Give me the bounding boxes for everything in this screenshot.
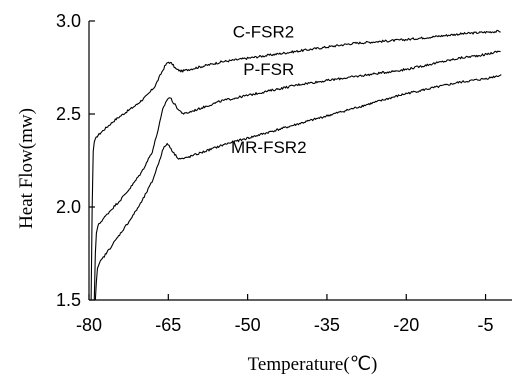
x-axis-title: Temperature(℃) [248, 354, 378, 375]
x-tick-label: -35 [314, 315, 340, 335]
x-tick-label: -65 [155, 315, 181, 335]
series-line-p-fsr [93, 50, 501, 301]
series-line-mr-fsr2 [94, 74, 502, 301]
ticks: 1.5 2.0 2.5 3.0 -80 -65 -50 -35 -20 -5 [56, 11, 494, 335]
series-line-c-fsr2 [90, 29, 501, 301]
y-tick-label: 1.5 [56, 290, 81, 310]
y-tick-label: 3.0 [56, 11, 81, 31]
x-tick-label: -80 [76, 315, 102, 335]
labels: Temperature(℃) Heat Flow(mw) C-FSR2 P-FSR MR… [16, 23, 377, 375]
y-tick-label: 2.5 [56, 104, 81, 124]
axes [88, 21, 512, 301]
x-tick-label: -5 [478, 315, 494, 335]
plot-lines [90, 29, 502, 301]
y-tick-label: 2.0 [56, 197, 81, 217]
x-tick-label: -20 [393, 315, 419, 335]
y-axis-title: Heat Flow(mw) [16, 108, 37, 229]
series-label-p-fsr: P-FSR [243, 60, 294, 79]
series-label-mr-fsr2: MR-FSR2 [231, 138, 307, 157]
series-label-c-fsr2: C-FSR2 [233, 23, 294, 42]
x-tick-label: -50 [235, 315, 261, 335]
